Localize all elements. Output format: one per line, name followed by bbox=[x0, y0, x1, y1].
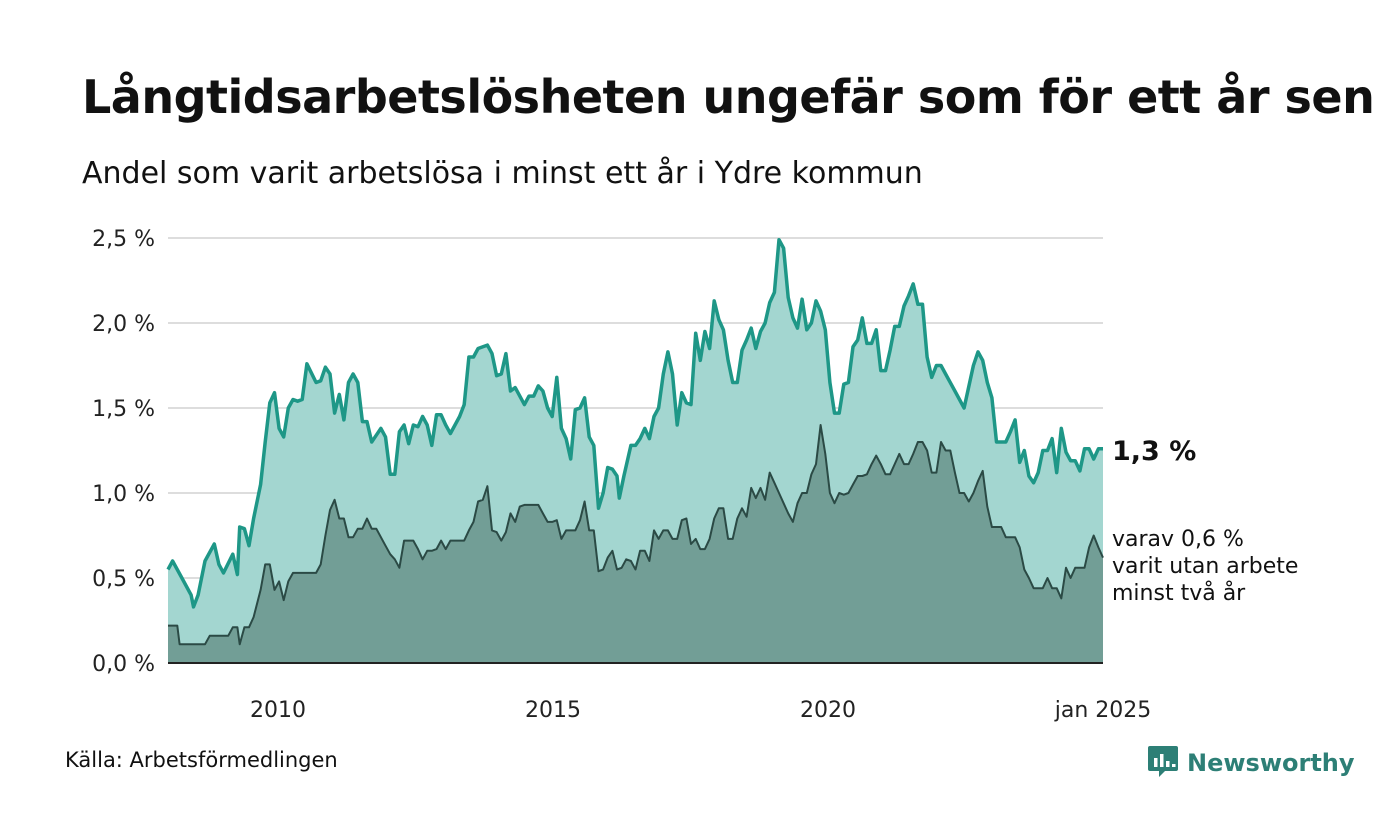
chart-title: Långtidsarbetslösheten ungefär som för e… bbox=[82, 70, 1375, 124]
series-sub-line bbox=[168, 424, 1104, 646]
end-label-line: varav 0,6 % bbox=[1112, 527, 1244, 552]
series-main-end-label: 1,3 % bbox=[1112, 436, 1196, 467]
series-main-line bbox=[166, 237, 1103, 609]
y-tick-labels: 0,0 % 0,5 % 1,0 % 1,5 % 2,0 % 2,5 % bbox=[92, 227, 155, 677]
chart-subtitle: Andel som varit arbetslösa i minst ett å… bbox=[82, 156, 923, 191]
x-tick-label: jan 2025 bbox=[1054, 698, 1152, 723]
x-tick-label: 2020 bbox=[800, 698, 856, 723]
y-tick-label: 1,0 % bbox=[92, 482, 155, 507]
newsworthy-logo-icon bbox=[1147, 744, 1179, 782]
source-note: Källa: Arbetsförmedlingen bbox=[65, 748, 338, 772]
brand[interactable]: Newsworthy bbox=[1147, 744, 1355, 782]
series-sub-area bbox=[168, 425, 1103, 663]
y-tick-label: 1,5 % bbox=[92, 397, 155, 422]
x-tick-labels: 2010 2015 2020 jan 2025 bbox=[250, 698, 1151, 723]
end-label-line: minst två år bbox=[1112, 580, 1246, 606]
series-sub-end-label: varav 0,6 % varit utan arbete minst två år bbox=[1112, 527, 1298, 606]
series-areas bbox=[166, 237, 1104, 663]
y-tick-label: 2,5 % bbox=[92, 227, 155, 252]
x-tick-label: 2010 bbox=[250, 698, 306, 723]
y-tick-label: 0,0 % bbox=[92, 652, 155, 677]
x-tick-label: 2015 bbox=[525, 698, 581, 723]
y-tick-label: 2,0 % bbox=[92, 312, 155, 337]
end-label-line: varit utan arbete bbox=[1112, 554, 1298, 579]
brand-name: Newsworthy bbox=[1187, 749, 1355, 777]
y-tick-label: 0,5 % bbox=[92, 567, 155, 592]
